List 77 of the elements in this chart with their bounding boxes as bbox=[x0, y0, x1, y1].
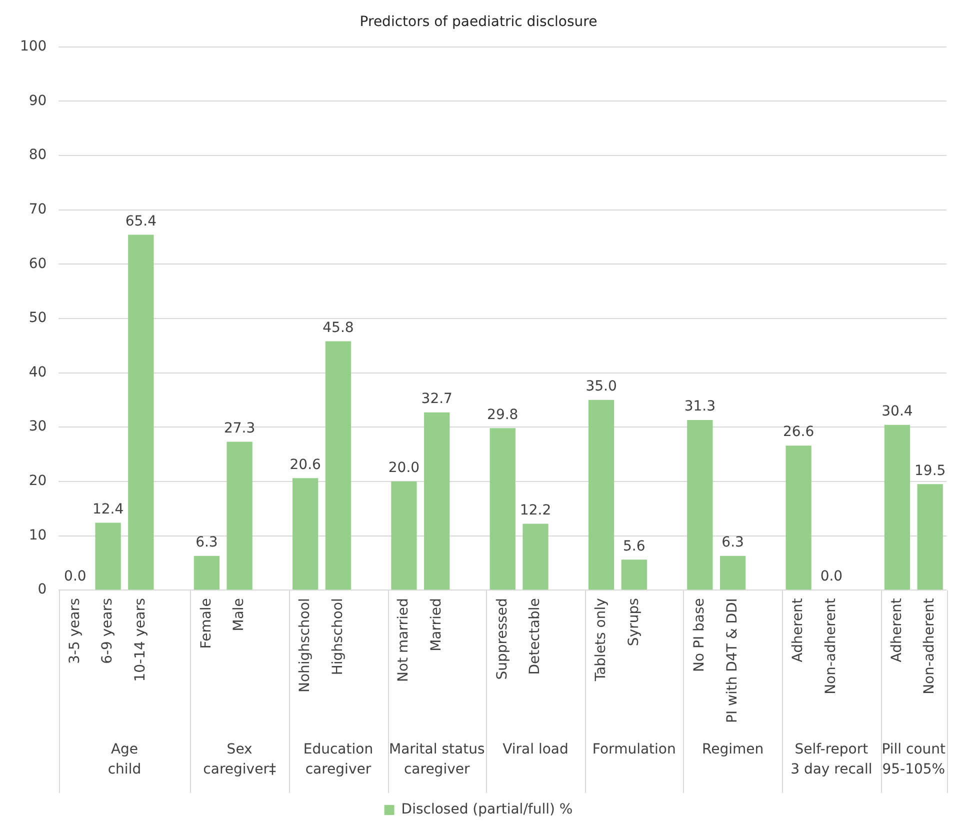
x-tick-label: Tablets only bbox=[592, 598, 609, 682]
text: Formulation bbox=[592, 742, 676, 758]
x-tick-label: Married bbox=[428, 598, 445, 652]
x-tick-label: Female bbox=[198, 598, 214, 649]
chart-title: Predictors of paediatric disclosure bbox=[360, 14, 598, 30]
bar bbox=[884, 424, 910, 590]
data-label: 0.0 bbox=[64, 568, 86, 585]
data-label: 30.4 bbox=[882, 404, 913, 420]
data-label: 29.8 bbox=[487, 406, 518, 423]
data-label: 5.6 bbox=[623, 538, 646, 554]
text: Age child bbox=[108, 742, 142, 778]
x-tick-label: Adherent bbox=[790, 598, 806, 662]
y-tick-label: 50 bbox=[28, 310, 47, 326]
x-tick-label: Non-adherent bbox=[823, 598, 840, 694]
data-label: 65.4 bbox=[125, 213, 157, 230]
x-tick-label: Male bbox=[231, 598, 248, 632]
bar bbox=[917, 484, 943, 590]
bar bbox=[424, 412, 450, 590]
x-tick-label: Non-adherent bbox=[922, 598, 938, 694]
bar bbox=[588, 400, 614, 590]
data-label: 35.0 bbox=[586, 378, 617, 395]
bar bbox=[621, 560, 647, 590]
data-label: 19.5 bbox=[914, 462, 946, 479]
data-label: 31.3 bbox=[684, 398, 716, 415]
y-tick-label: 20 bbox=[28, 473, 47, 490]
data-label: 6.3 bbox=[722, 534, 744, 550]
x-tick-label: Suppressed bbox=[494, 598, 510, 680]
bar bbox=[391, 481, 417, 590]
bar bbox=[786, 446, 812, 590]
x-tick-label: Syrups bbox=[626, 598, 642, 646]
data-label: 27.3 bbox=[224, 420, 256, 436]
data-label: 32.7 bbox=[421, 391, 452, 408]
y-tick-label: 10 bbox=[28, 527, 47, 544]
y-tick-label: 60 bbox=[28, 256, 47, 272]
x-tick-label: No PI base bbox=[692, 598, 708, 672]
y-tick-label: 80 bbox=[28, 147, 47, 164]
bar bbox=[128, 234, 154, 590]
x-tick-label: 3-5 years bbox=[66, 598, 83, 664]
text: Sex caregiver‡ bbox=[203, 742, 276, 778]
bar bbox=[490, 428, 516, 590]
data-label: 0.0 bbox=[820, 568, 843, 585]
bar bbox=[226, 442, 252, 590]
bar bbox=[325, 341, 352, 590]
x-tick-label: 10-14 years bbox=[132, 598, 149, 682]
y-tick-label: 90 bbox=[28, 92, 47, 109]
text: Regimen bbox=[702, 742, 764, 758]
data-label: 12.4 bbox=[92, 501, 124, 518]
x-tick-label: Nohighschool bbox=[296, 598, 313, 693]
bar bbox=[720, 556, 746, 590]
text: Pill count 95-105% bbox=[882, 742, 946, 778]
text: Viral load bbox=[502, 742, 568, 758]
bar bbox=[292, 478, 318, 590]
data-label: 20.0 bbox=[388, 460, 420, 476]
x-tick-label: PI with D4T & DDI bbox=[724, 598, 740, 723]
bar bbox=[95, 522, 121, 590]
x-tick-label: 6-9 years bbox=[100, 598, 116, 664]
y-tick-label: 70 bbox=[28, 201, 47, 218]
y-tick-label: 100 bbox=[20, 38, 47, 54]
legend-label: Disclosed (partial/full) % bbox=[401, 802, 573, 818]
x-tick-label: Not married bbox=[396, 598, 412, 682]
text: Self-report 3 day recall bbox=[790, 742, 872, 778]
bar bbox=[687, 420, 713, 590]
y-tick-label: 40 bbox=[28, 364, 47, 380]
x-tick-label: Detectable bbox=[527, 598, 544, 675]
x-tick-label: Adherent bbox=[888, 598, 905, 662]
text: Marital status caregiver bbox=[388, 742, 485, 778]
data-label: 26.6 bbox=[782, 424, 814, 440]
text: Education caregiver bbox=[303, 742, 374, 778]
y-tick-label: 30 bbox=[28, 418, 47, 435]
y-tick-label: 0 bbox=[38, 582, 47, 598]
data-label: 20.6 bbox=[290, 456, 322, 473]
bar bbox=[522, 524, 548, 590]
data-label: 6.3 bbox=[196, 534, 218, 550]
x-tick-label: Highschool bbox=[330, 598, 346, 676]
data-label: 12.2 bbox=[520, 502, 552, 518]
bar bbox=[194, 556, 220, 590]
data-label: 45.8 bbox=[322, 320, 354, 336]
